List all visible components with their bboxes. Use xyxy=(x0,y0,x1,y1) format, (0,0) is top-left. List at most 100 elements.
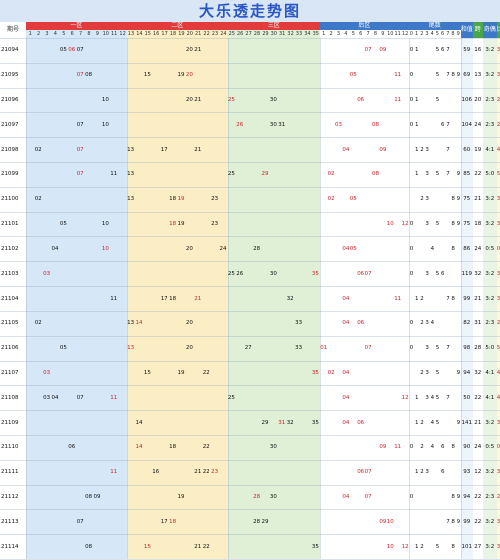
grid-line xyxy=(0,360,500,362)
tail-digit: 7 xyxy=(446,171,450,178)
issue-number: 21106 xyxy=(1,345,19,352)
tail-digit: 5 xyxy=(435,419,440,426)
front-ball: 11 xyxy=(110,394,118,401)
sum-value: 98 xyxy=(463,345,471,352)
front-ball: 33 xyxy=(295,345,303,352)
front-ball: 17 xyxy=(160,295,168,302)
summary-band-oddeven xyxy=(482,38,497,559)
front-number-header: 18 xyxy=(168,30,178,38)
ratio-value: 4:1 xyxy=(496,394,500,401)
front-ball: 05 xyxy=(59,221,67,228)
tail-number-header: 9 xyxy=(456,31,460,37)
front-number-header: 25 xyxy=(227,30,236,38)
front-ball: 24 xyxy=(219,245,227,252)
back-number-header: 9 xyxy=(381,31,385,37)
header-zone3: 三区 xyxy=(227,22,320,30)
front-ball: 20 xyxy=(185,72,193,79)
front-number-header: 16 xyxy=(152,30,161,38)
oddeven-value: 3:2 xyxy=(485,419,495,426)
tail-digit: 2 xyxy=(420,320,424,327)
grid-line xyxy=(0,459,500,461)
front-number-header: 6 xyxy=(68,30,77,38)
back-ball: 07 xyxy=(364,270,372,277)
front-ball: 18 xyxy=(169,196,177,203)
oddeven-value: 4:1 xyxy=(485,394,495,401)
zone2-band xyxy=(126,38,228,559)
ratio-value: 3:2 xyxy=(496,221,500,228)
back-ball: 05 xyxy=(349,196,357,203)
front-ball: 32 xyxy=(286,295,294,302)
ratio-value: 2:3 xyxy=(496,121,500,128)
tail-digit: 0 xyxy=(409,320,414,327)
span-value: 27 xyxy=(474,543,482,550)
front-ball: 10 xyxy=(101,245,109,252)
tail-number-header: 1 xyxy=(415,31,419,37)
tail-digit: 3 xyxy=(425,146,429,153)
front-ball: 23 xyxy=(211,221,219,228)
back-ball: 11 xyxy=(394,97,402,104)
issue-number: 21105 xyxy=(1,320,19,327)
front-ball: 15 xyxy=(143,369,151,376)
ratio-value: 2:3 xyxy=(496,97,500,104)
header-sum: 和值 xyxy=(460,22,473,38)
front-ball: 02 xyxy=(34,146,42,153)
front-ball: 14 xyxy=(135,320,143,327)
span-value: 18 xyxy=(474,221,482,228)
tail-digit: 5 xyxy=(435,369,440,376)
ratio-value: 3:2 xyxy=(496,72,500,79)
tail-digit: 9 xyxy=(456,171,461,178)
issue-number: 21095 xyxy=(1,72,19,79)
issue-number: 21100 xyxy=(1,196,19,203)
oddeven-value: 3:2 xyxy=(485,518,495,525)
tail-digit: 6 xyxy=(441,270,445,277)
front-ball: 28 xyxy=(253,245,261,252)
front-ball: 19 xyxy=(177,221,185,228)
tail-digit: 7 xyxy=(446,518,450,525)
front-ball: 28 xyxy=(253,493,261,500)
tail-digit: 1 xyxy=(415,171,419,178)
ratio-value: 5:0 xyxy=(496,171,500,178)
tail-number-header: 2 xyxy=(420,31,424,37)
grid-line xyxy=(0,335,500,337)
page-title: 大乐透走势图 xyxy=(0,0,500,23)
tail-number-header: 6 xyxy=(441,31,445,37)
grid-line xyxy=(0,509,500,511)
header-issue: 期号 xyxy=(0,22,26,38)
front-ball: 08 xyxy=(85,493,93,500)
sum-value: 93 xyxy=(463,469,471,476)
oddeven-value: 3:2 xyxy=(485,295,495,302)
tail-digit: 5 xyxy=(435,171,440,178)
issue-number: 21112 xyxy=(1,493,19,500)
sum-value: 59 xyxy=(463,47,471,54)
front-ball: 21 xyxy=(194,295,202,302)
back-ball: 04 xyxy=(342,146,350,153)
back-number-header: 10 xyxy=(387,31,394,37)
front-number-header: 24 xyxy=(219,30,228,38)
column-header: 期号一区二区三区后区尾数和值跨度奇偶比123456789101112131415… xyxy=(0,22,500,38)
sum-value: 94 xyxy=(463,369,471,376)
back-ball: 10 xyxy=(386,543,394,550)
back-ball: 03 xyxy=(335,121,342,128)
front-ball: 07 xyxy=(76,518,84,525)
tail-digit: 9 xyxy=(456,72,461,79)
front-number-header: 34 xyxy=(303,30,312,38)
tail-digit: 8 xyxy=(451,444,455,451)
back-ball: 02 xyxy=(327,171,335,178)
back-ball: 07 xyxy=(364,47,372,54)
ratio-value: 3:2 xyxy=(496,419,500,426)
tail-digit: 5 xyxy=(435,72,440,79)
oddeven-value: 4:1 xyxy=(485,369,495,376)
tail-digit: 1 xyxy=(415,47,419,54)
span-value: 22 xyxy=(474,518,482,525)
tail-digit: 9 xyxy=(456,369,461,376)
tail-digit: 0 xyxy=(409,221,414,228)
oddeven-value: 5:0 xyxy=(485,345,495,352)
grid-line xyxy=(0,484,500,486)
tail-digit: 8 xyxy=(451,196,455,203)
front-number-header: 32 xyxy=(286,30,295,38)
back-ball: 07 xyxy=(364,345,372,352)
front-ball: 35 xyxy=(311,419,319,426)
front-ball: 35 xyxy=(311,543,319,550)
tail-digit: 5 xyxy=(435,394,440,401)
front-ball: 09 xyxy=(93,493,101,500)
